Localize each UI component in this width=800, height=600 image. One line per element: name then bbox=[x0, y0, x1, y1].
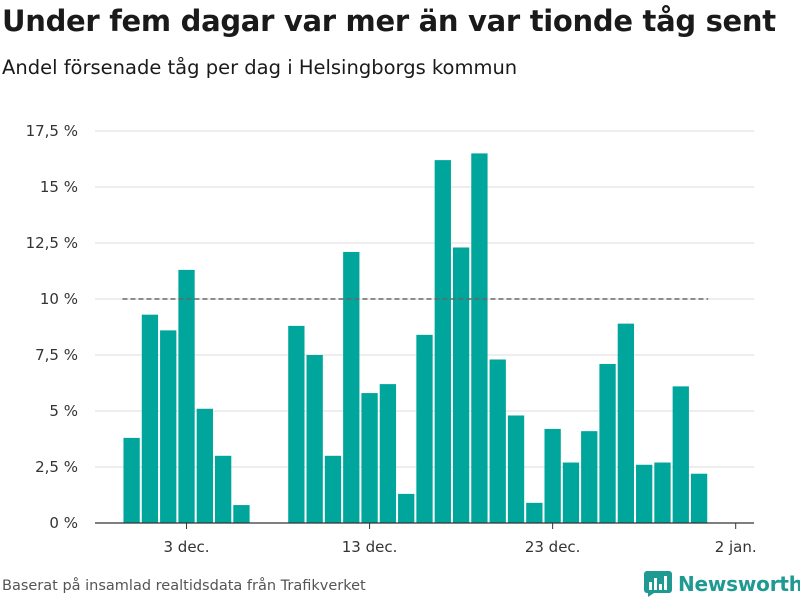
bar bbox=[306, 355, 323, 523]
bar bbox=[654, 462, 671, 523]
chart-title: Under fem dagar var mer än var tionde tå… bbox=[2, 4, 776, 38]
x-tick-label: 13 dec. bbox=[342, 538, 398, 556]
bar bbox=[544, 428, 561, 523]
bar bbox=[690, 473, 708, 523]
x-tick-label: 2 jan. bbox=[715, 538, 757, 556]
bar bbox=[562, 462, 580, 523]
brand-logo[interactable]: Newsworthy bbox=[644, 571, 800, 597]
bar bbox=[599, 363, 616, 523]
bar bbox=[178, 269, 195, 523]
bar bbox=[233, 505, 250, 523]
bar bbox=[489, 359, 506, 523]
bar bbox=[672, 386, 689, 523]
y-tick-label: 10 % bbox=[40, 290, 78, 308]
x-tick-label: 23 dec. bbox=[525, 538, 581, 556]
bar-chart-logo-icon bbox=[644, 571, 672, 597]
bar bbox=[416, 334, 433, 523]
x-tick-label: 3 dec. bbox=[163, 538, 209, 556]
bar bbox=[379, 384, 397, 523]
brand-name: Newsworthy bbox=[678, 572, 800, 596]
bar bbox=[398, 493, 415, 523]
bar bbox=[581, 431, 598, 523]
bar bbox=[617, 323, 635, 523]
bar bbox=[288, 325, 305, 523]
bar bbox=[361, 393, 378, 523]
y-tick-label: 5 % bbox=[49, 402, 78, 420]
bar bbox=[636, 464, 653, 523]
bar bbox=[507, 415, 525, 523]
y-tick-label: 0 % bbox=[49, 514, 78, 532]
y-tick-label: 12,5 % bbox=[26, 234, 78, 252]
bar bbox=[196, 408, 213, 523]
bar bbox=[471, 153, 488, 523]
bar bbox=[123, 437, 140, 523]
bar bbox=[324, 455, 342, 523]
bar bbox=[434, 160, 451, 523]
bar bbox=[141, 314, 159, 523]
chart-subtitle: Andel försenade tåg per dag i Helsingbor… bbox=[2, 56, 518, 79]
y-tick-label: 7,5 % bbox=[35, 346, 78, 364]
bar bbox=[343, 251, 360, 523]
bar bbox=[452, 247, 470, 524]
source-note: Baserat på insamlad realtidsdata från Tr… bbox=[2, 578, 366, 594]
bar bbox=[214, 455, 232, 523]
bar bbox=[160, 330, 177, 523]
y-tick-label: 17,5 % bbox=[26, 122, 78, 140]
bar bbox=[526, 502, 543, 523]
y-tick-label: 15 % bbox=[40, 178, 78, 196]
y-tick-label: 2,5 % bbox=[35, 458, 78, 476]
